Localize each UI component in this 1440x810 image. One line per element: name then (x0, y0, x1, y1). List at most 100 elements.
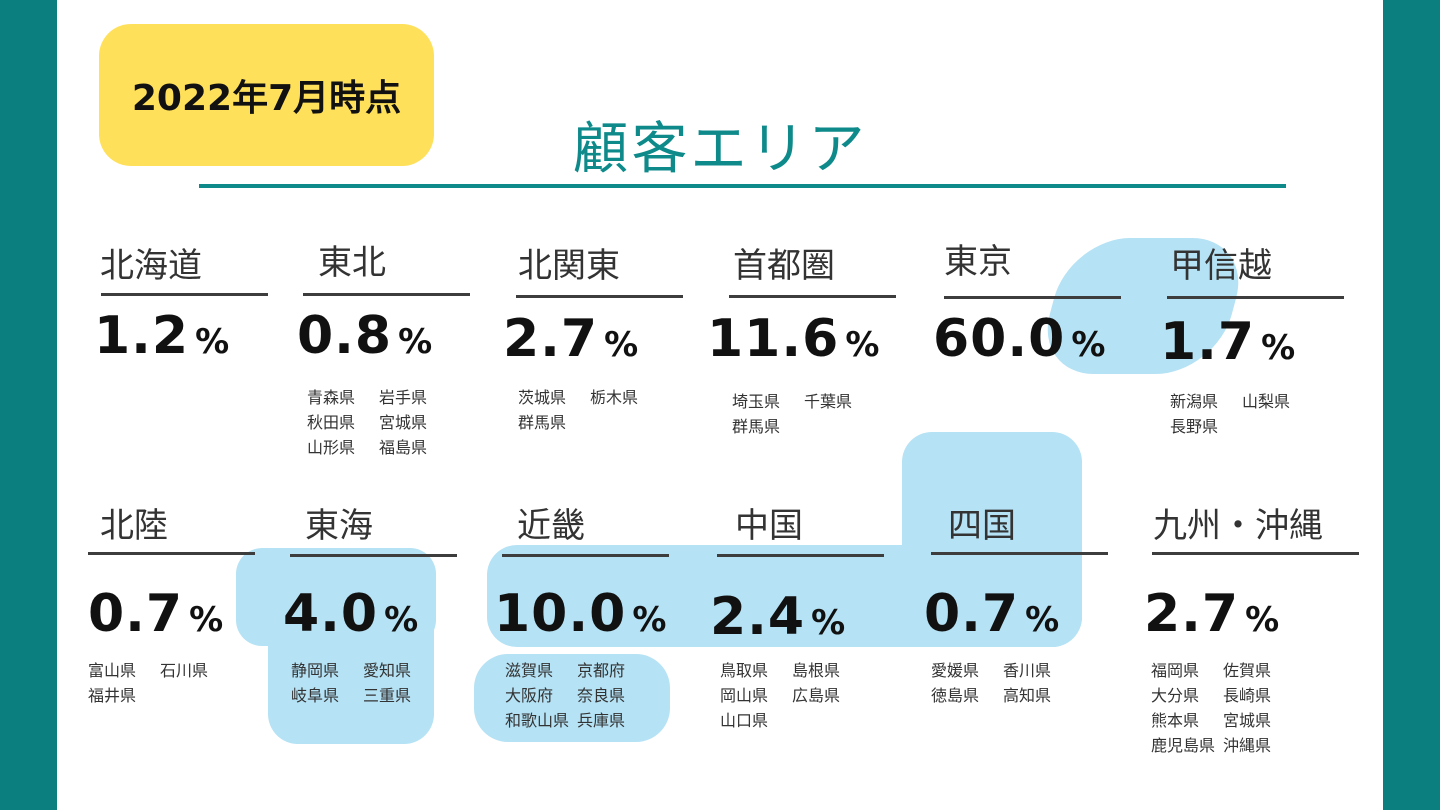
prefecture-list: 滋賀県 京都府大阪府 奈良県 和歌山県 兵庫県 (505, 658, 649, 733)
percent-sign: % (1261, 328, 1297, 368)
prefecture-item: 和歌山県 (505, 711, 570, 730)
title-underline (199, 184, 1286, 188)
region-percentage: 1.7% (1160, 312, 1296, 372)
region-percentage: 11.6% (707, 309, 880, 369)
percent-sign: % (632, 600, 668, 640)
percent-sign: % (811, 603, 847, 643)
region-divider (290, 554, 457, 557)
region-name: 北陸 (100, 506, 168, 546)
prefecture-item: 千葉県 (804, 392, 853, 411)
region-percentage: 2.7% (1144, 584, 1280, 644)
region-percentage: 2.7% (503, 309, 639, 369)
percent-sign: % (604, 325, 640, 365)
page-title: 顧客エリア (572, 117, 868, 182)
prefecture-item: 三重県 (363, 686, 412, 705)
percentage-value: 60.0 (933, 309, 1066, 369)
prefecture-item: 新潟県 (1170, 392, 1219, 411)
prefecture-item: 岐阜県 (291, 686, 340, 705)
percentage-value: 0.7 (924, 584, 1020, 644)
region-name: 東北 (318, 243, 386, 283)
region-divider (101, 293, 268, 296)
region-percentage: 4.0% (283, 584, 419, 644)
percent-sign: % (1025, 600, 1061, 640)
region-divider (88, 552, 255, 555)
percent-sign: % (189, 600, 225, 640)
prefecture-list: 茨城県 栃木県 群馬県 (518, 385, 662, 435)
prefecture-item: 宮城県 (1223, 711, 1272, 730)
region-divider (1152, 552, 1359, 555)
region-name: 首都圏 (733, 246, 835, 286)
percentage-value: 2.4 (710, 587, 806, 647)
region-percentage: 1.2% (94, 306, 230, 366)
region-name: 四国 (948, 506, 1016, 546)
region-divider (516, 295, 683, 298)
prefecture-item: 高知県 (1003, 686, 1052, 705)
prefecture-item: 群馬県 (732, 417, 781, 436)
percent-sign: % (1245, 600, 1281, 640)
prefecture-item: 鳥取県 (720, 661, 769, 680)
region-name: 東京 (944, 242, 1012, 282)
region-divider (931, 552, 1108, 555)
prefecture-item: 長野県 (1170, 417, 1219, 436)
prefecture-item: 長崎県 (1223, 686, 1272, 705)
prefecture-list: 埼玉県 千葉県 群馬県 (732, 389, 876, 439)
prefecture-item: 山梨県 (1242, 392, 1291, 411)
percentage-value: 1.2 (94, 306, 190, 366)
region-name: 甲信越 (1170, 246, 1272, 286)
prefecture-list: 愛媛県 香川県 徳島県 高知県 (931, 658, 1075, 708)
region-name: 北海道 (100, 246, 202, 286)
prefecture-item: 佐賀県 (1223, 661, 1272, 680)
prefecture-item: 島根県 (792, 661, 841, 680)
percentage-value: 10.0 (494, 584, 627, 644)
percent-sign: % (195, 322, 231, 362)
region-name: 東海 (305, 506, 373, 546)
prefecture-item: 山口県 (720, 711, 769, 730)
date-badge: 2022年7月時点 (99, 24, 434, 166)
prefecture-item: 滋賀県 (505, 661, 554, 680)
region-divider (1167, 296, 1344, 299)
prefecture-list: 青森県 岩手県秋田県 宮城県山形県 福島県 (307, 385, 451, 460)
prefecture-item: 静岡県 (291, 661, 340, 680)
prefecture-list: 富山県 石川県 福井県 (88, 658, 232, 708)
percentage-value: 11.6 (707, 309, 840, 369)
prefecture-list: 鳥取県 島根県 岡山県 広島県 山口県 (720, 658, 864, 733)
region-divider (729, 295, 896, 298)
percentage-value: 2.7 (1144, 584, 1240, 644)
highlight-shikoku-top (902, 432, 1082, 647)
prefecture-item: 岩手県 (379, 388, 428, 407)
region-percentage: 0.7% (924, 584, 1060, 644)
prefecture-item: 茨城県 (518, 388, 567, 407)
prefecture-list: 静岡県 愛知県岐阜県 三重県 (291, 658, 435, 708)
percent-sign: % (384, 600, 420, 640)
prefecture-item: 富山県 (88, 661, 137, 680)
prefecture-item: 宮城県 (379, 413, 428, 432)
prefecture-item: 愛知県 (363, 661, 412, 680)
percent-sign: % (398, 322, 434, 362)
region-divider (944, 296, 1121, 299)
region-percentage: 60.0% (933, 309, 1106, 369)
region-percentage: 0.8% (297, 306, 433, 366)
prefecture-item: 広島県 (792, 686, 841, 705)
region-percentage: 0.7% (88, 584, 224, 644)
prefecture-item: 群馬県 (518, 413, 567, 432)
prefecture-item: 奈良県 (577, 686, 626, 705)
percentage-value: 0.8 (297, 306, 393, 366)
prefecture-item: 山形県 (307, 438, 356, 457)
prefecture-item: 熊本県 (1151, 711, 1200, 730)
prefecture-item: 福島県 (379, 438, 428, 457)
prefecture-item: 大阪府 (505, 686, 554, 705)
prefecture-item: 福井県 (88, 686, 137, 705)
region-name: 中国 (735, 506, 803, 546)
prefecture-item: 兵庫県 (577, 711, 626, 730)
prefecture-item: 福岡県 (1151, 661, 1200, 680)
region-percentage: 2.4% (710, 587, 846, 647)
region-name: 近畿 (517, 506, 585, 546)
prefecture-item: 京都府 (577, 661, 626, 680)
highlight-tokai-bottom (268, 600, 434, 744)
highlight-kinki-prefs (474, 654, 670, 742)
prefecture-item: 秋田県 (307, 413, 356, 432)
prefecture-item: 青森県 (307, 388, 356, 407)
prefecture-item: 香川県 (1003, 661, 1052, 680)
percentage-value: 0.7 (88, 584, 184, 644)
region-divider (717, 554, 884, 557)
